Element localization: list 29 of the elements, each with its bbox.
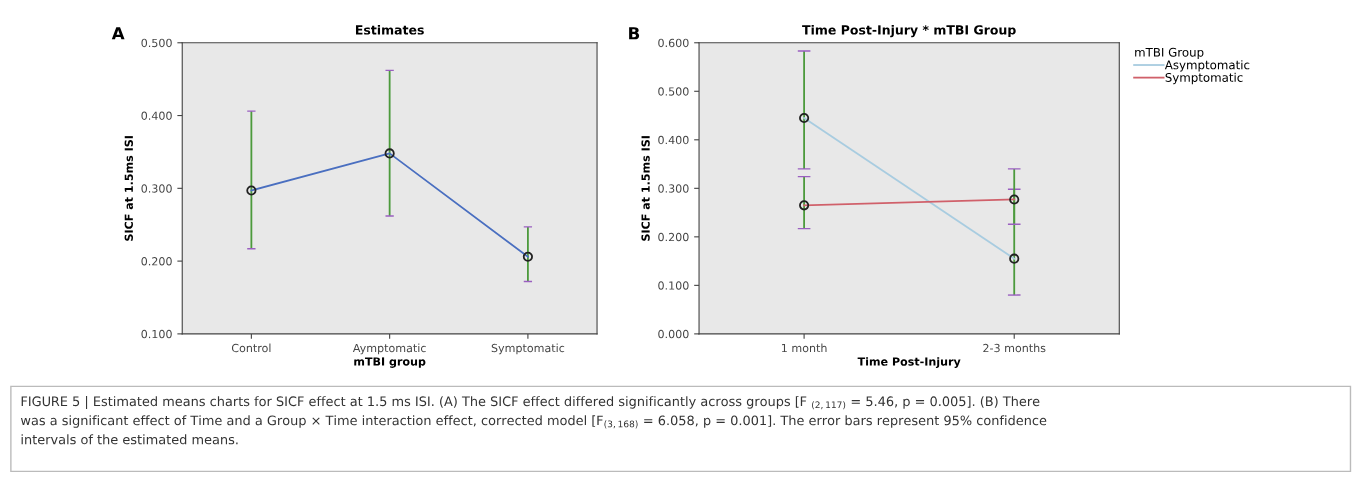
legend-title: mTBI Group xyxy=(1135,47,1204,59)
x-tick-label: 1 month xyxy=(781,343,827,353)
legend-label: Asymptomatic xyxy=(1164,60,1250,72)
y-tick-label: 0.000 xyxy=(658,329,689,339)
legend-label: Symptomatic xyxy=(1165,72,1243,85)
y-tick-label: 0.200 xyxy=(141,257,172,266)
y-tick-label: 0.200 xyxy=(658,232,689,242)
y-tick-label: 0.400 xyxy=(141,111,172,120)
y-tick-label: 0.500 xyxy=(658,87,689,96)
y-tick-label: 0.600 xyxy=(658,38,689,48)
chart-title: Time Post-Injury * mTBI Group xyxy=(802,24,1016,38)
x-tick-label: Symptomatic xyxy=(491,343,565,355)
text: A xyxy=(111,27,125,40)
x-axis-title: mTBI group xyxy=(354,357,426,368)
y-tick-label: 0.300 xyxy=(658,184,689,193)
x-tick-label: Control xyxy=(231,343,271,353)
y-tick-label: 0.100 xyxy=(658,281,689,290)
text: B xyxy=(629,27,640,40)
text: FIGURE 5 | Estimated means charts for SICF effect at 1.5 ms ISI. (A) The SICF effect differed significantly across groups [F $_{(2,117)}$ = 5.46, p = 0.005]. (B) There was a significant effect of Time and a Group × Time interaction effect, corrected model [F$_{(3,168)}$ = 6.058, p = 0.001]. The error bars represent 95% confidence intervals of the estimated means. xyxy=(20,396,1047,445)
x-tick-label: 2-3 months xyxy=(983,343,1046,353)
x-axis-title: Time Post-Injury xyxy=(857,357,961,368)
y-axis-title: SICF at 1.5ms ISI xyxy=(641,136,650,241)
chart-title: Estimates xyxy=(355,24,424,35)
y-tick-label: 0.300 xyxy=(141,184,172,193)
x-tick-label: Aymptomatic xyxy=(352,343,426,355)
y-axis-title: SICF at 1.5ms ISI xyxy=(124,136,133,241)
y-tick-label: 0.500 xyxy=(141,38,172,48)
y-tick-label: 0.400 xyxy=(658,135,689,145)
y-tick-label: 0.100 xyxy=(141,329,172,339)
